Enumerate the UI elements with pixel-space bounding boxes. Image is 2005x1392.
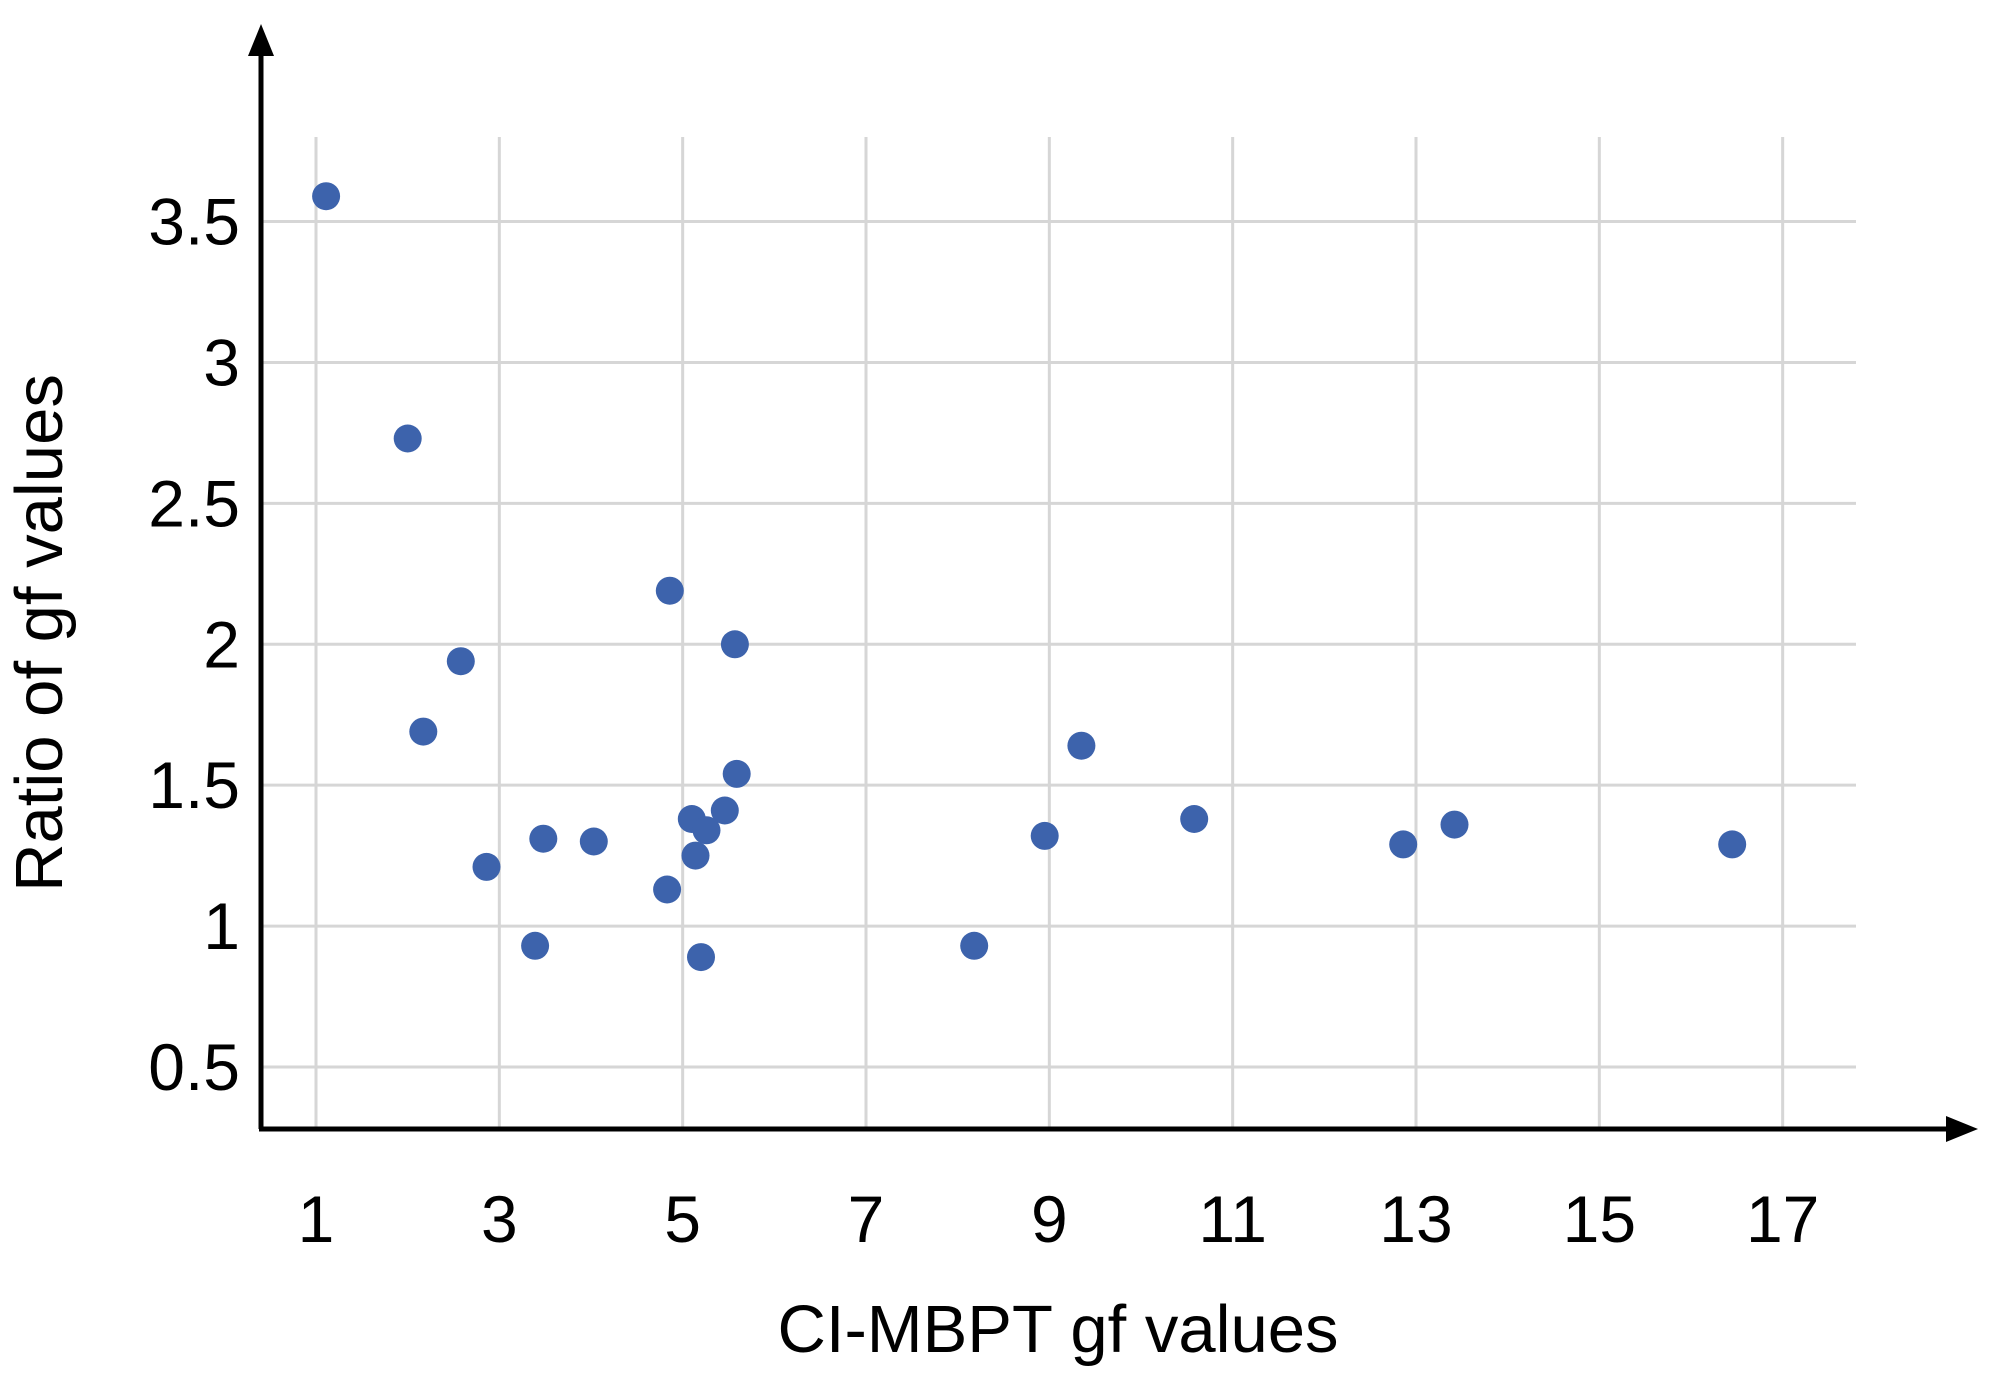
x-tick-label: 17 [1746,1182,1819,1256]
data-point [692,816,721,845]
data-point [655,576,684,605]
y-tick-label: 0.5 [148,1030,240,1104]
x-tick-label: 7 [848,1182,885,1256]
data-point [579,827,608,856]
tick-labels: 1 3 5 7 9 11 13 15 170.511.522.533.5 [148,185,1819,1256]
data-point [1718,830,1747,859]
data-point [1440,810,1469,839]
y-tick-label: 1.5 [148,748,240,822]
x-tick-label: 9 [1031,1182,1068,1256]
data-point [722,759,751,788]
data-points [312,182,1747,972]
x-tick-label: 1 [298,1182,335,1256]
data-point [720,630,749,659]
data-point [409,717,438,746]
data-point [1389,830,1418,859]
data-point [472,852,501,881]
y-tick-label: 1 [203,889,240,963]
data-point [1067,731,1096,760]
data-point [393,424,422,453]
x-tick-label: 15 [1563,1182,1636,1256]
data-point [960,931,989,960]
data-point [312,182,341,211]
x-axis-title: CI-MBPT gf values [778,1292,1339,1367]
y-axis-title: Ratio of gf values [2,374,77,892]
y-tick-label: 3 [203,325,240,399]
data-point [681,841,710,870]
data-point [653,875,682,904]
x-tick-label: 3 [481,1182,518,1256]
data-point [521,931,550,960]
x-tick-label: 5 [664,1182,701,1256]
x-axis-arrow-icon [1946,1116,1978,1142]
y-axis-arrow-icon [248,24,274,56]
x-tick-label: 13 [1379,1182,1452,1256]
x-tick-label: 11 [1198,1182,1267,1256]
data-point [529,824,558,853]
axes [248,24,1978,1142]
y-tick-label: 2 [203,607,240,681]
data-point [710,796,739,825]
gridlines [261,137,1856,1129]
data-point [446,647,475,676]
y-tick-label: 2.5 [148,466,240,540]
y-tick-label: 3.5 [148,185,240,259]
data-point [1030,821,1059,850]
data-point [687,943,715,972]
data-point [1180,805,1209,833]
